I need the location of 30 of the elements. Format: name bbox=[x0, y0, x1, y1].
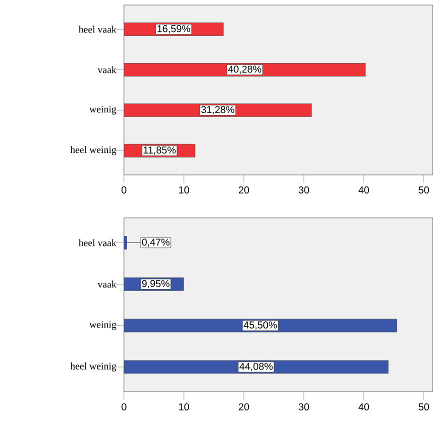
x-tick-label: 30 bbox=[298, 403, 310, 410]
y-tick-label: heel weinig bbox=[70, 146, 116, 156]
data-label: 44,08% bbox=[239, 362, 273, 372]
y-tick-label: heel vaak bbox=[78, 239, 116, 246]
x-tick-label: 20 bbox=[238, 186, 250, 194]
x-tick-label: 40 bbox=[358, 186, 369, 194]
data-label: 45,50% bbox=[244, 322, 277, 330]
x-tick-label: 20 bbox=[238, 403, 250, 410]
y-tick-label: vaak bbox=[98, 280, 116, 288]
x-tick-label: 10 bbox=[179, 186, 190, 194]
data-label: 11,85% bbox=[144, 146, 176, 155]
bar bbox=[124, 318, 398, 332]
y-tick-label: vaak bbox=[98, 66, 116, 74]
x-tick-label: 0 bbox=[122, 403, 126, 410]
y-tick-label: weinig bbox=[89, 321, 116, 330]
x-tick-label: 0 bbox=[122, 186, 126, 194]
x-tick-label: 50 bbox=[418, 186, 429, 194]
data-label: 40,28% bbox=[228, 66, 262, 74]
y-tick-label: heel weinig bbox=[70, 362, 116, 372]
x-tick-label: 10 bbox=[179, 403, 190, 410]
x-tick-label: 30 bbox=[298, 186, 310, 194]
y-tick-label: heel vaak bbox=[78, 26, 116, 33]
y-tick-label: weinig bbox=[89, 106, 116, 115]
data-label: 9,95% bbox=[142, 280, 170, 288]
x-tick-label: 50 bbox=[418, 403, 429, 410]
data-label: 31,28% bbox=[201, 106, 234, 114]
bar bbox=[124, 63, 366, 77]
x-tick-label: 40 bbox=[358, 403, 369, 410]
data-label: 0,47% bbox=[142, 238, 170, 247]
data-label: 16,59% bbox=[158, 25, 190, 34]
